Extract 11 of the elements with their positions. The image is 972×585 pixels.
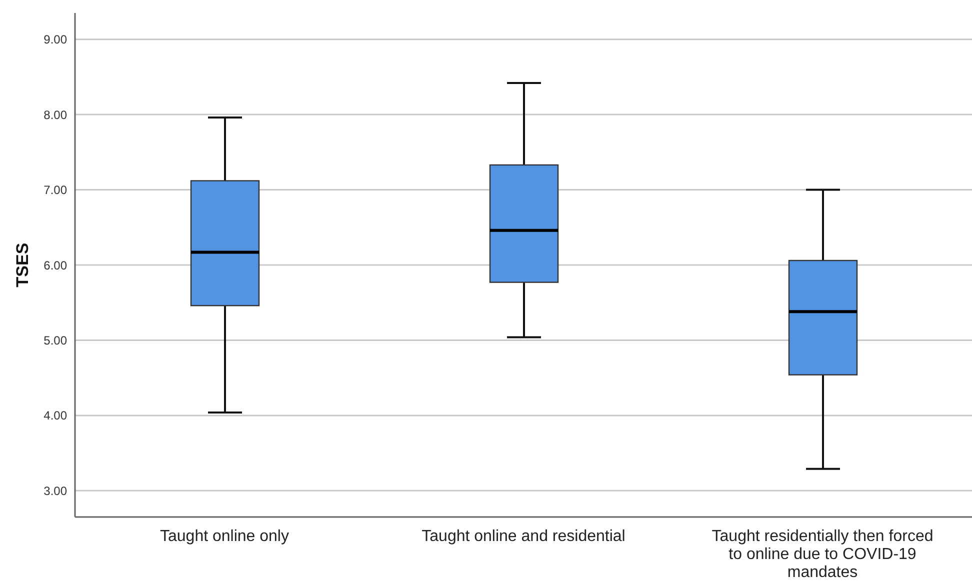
- y-tick-label: 5.00: [44, 333, 68, 348]
- y-tick-label: 3.00: [44, 484, 68, 498]
- x-tick-label: Taught online only: [160, 528, 289, 545]
- y-tick-label: 7.00: [44, 183, 68, 198]
- y-tick-label: 9.00: [44, 32, 68, 47]
- y-axis-title: TSES: [13, 242, 32, 288]
- y-tick-label: 6.00: [44, 258, 68, 272]
- x-tick-label: Taught online and residential: [422, 528, 626, 545]
- y-tick-label: 4.00: [44, 408, 68, 423]
- x-tick-label: Taught residentially then forced to online due to COVID-19 mandates: [712, 528, 934, 581]
- y-tick-label: 8.00: [44, 108, 68, 122]
